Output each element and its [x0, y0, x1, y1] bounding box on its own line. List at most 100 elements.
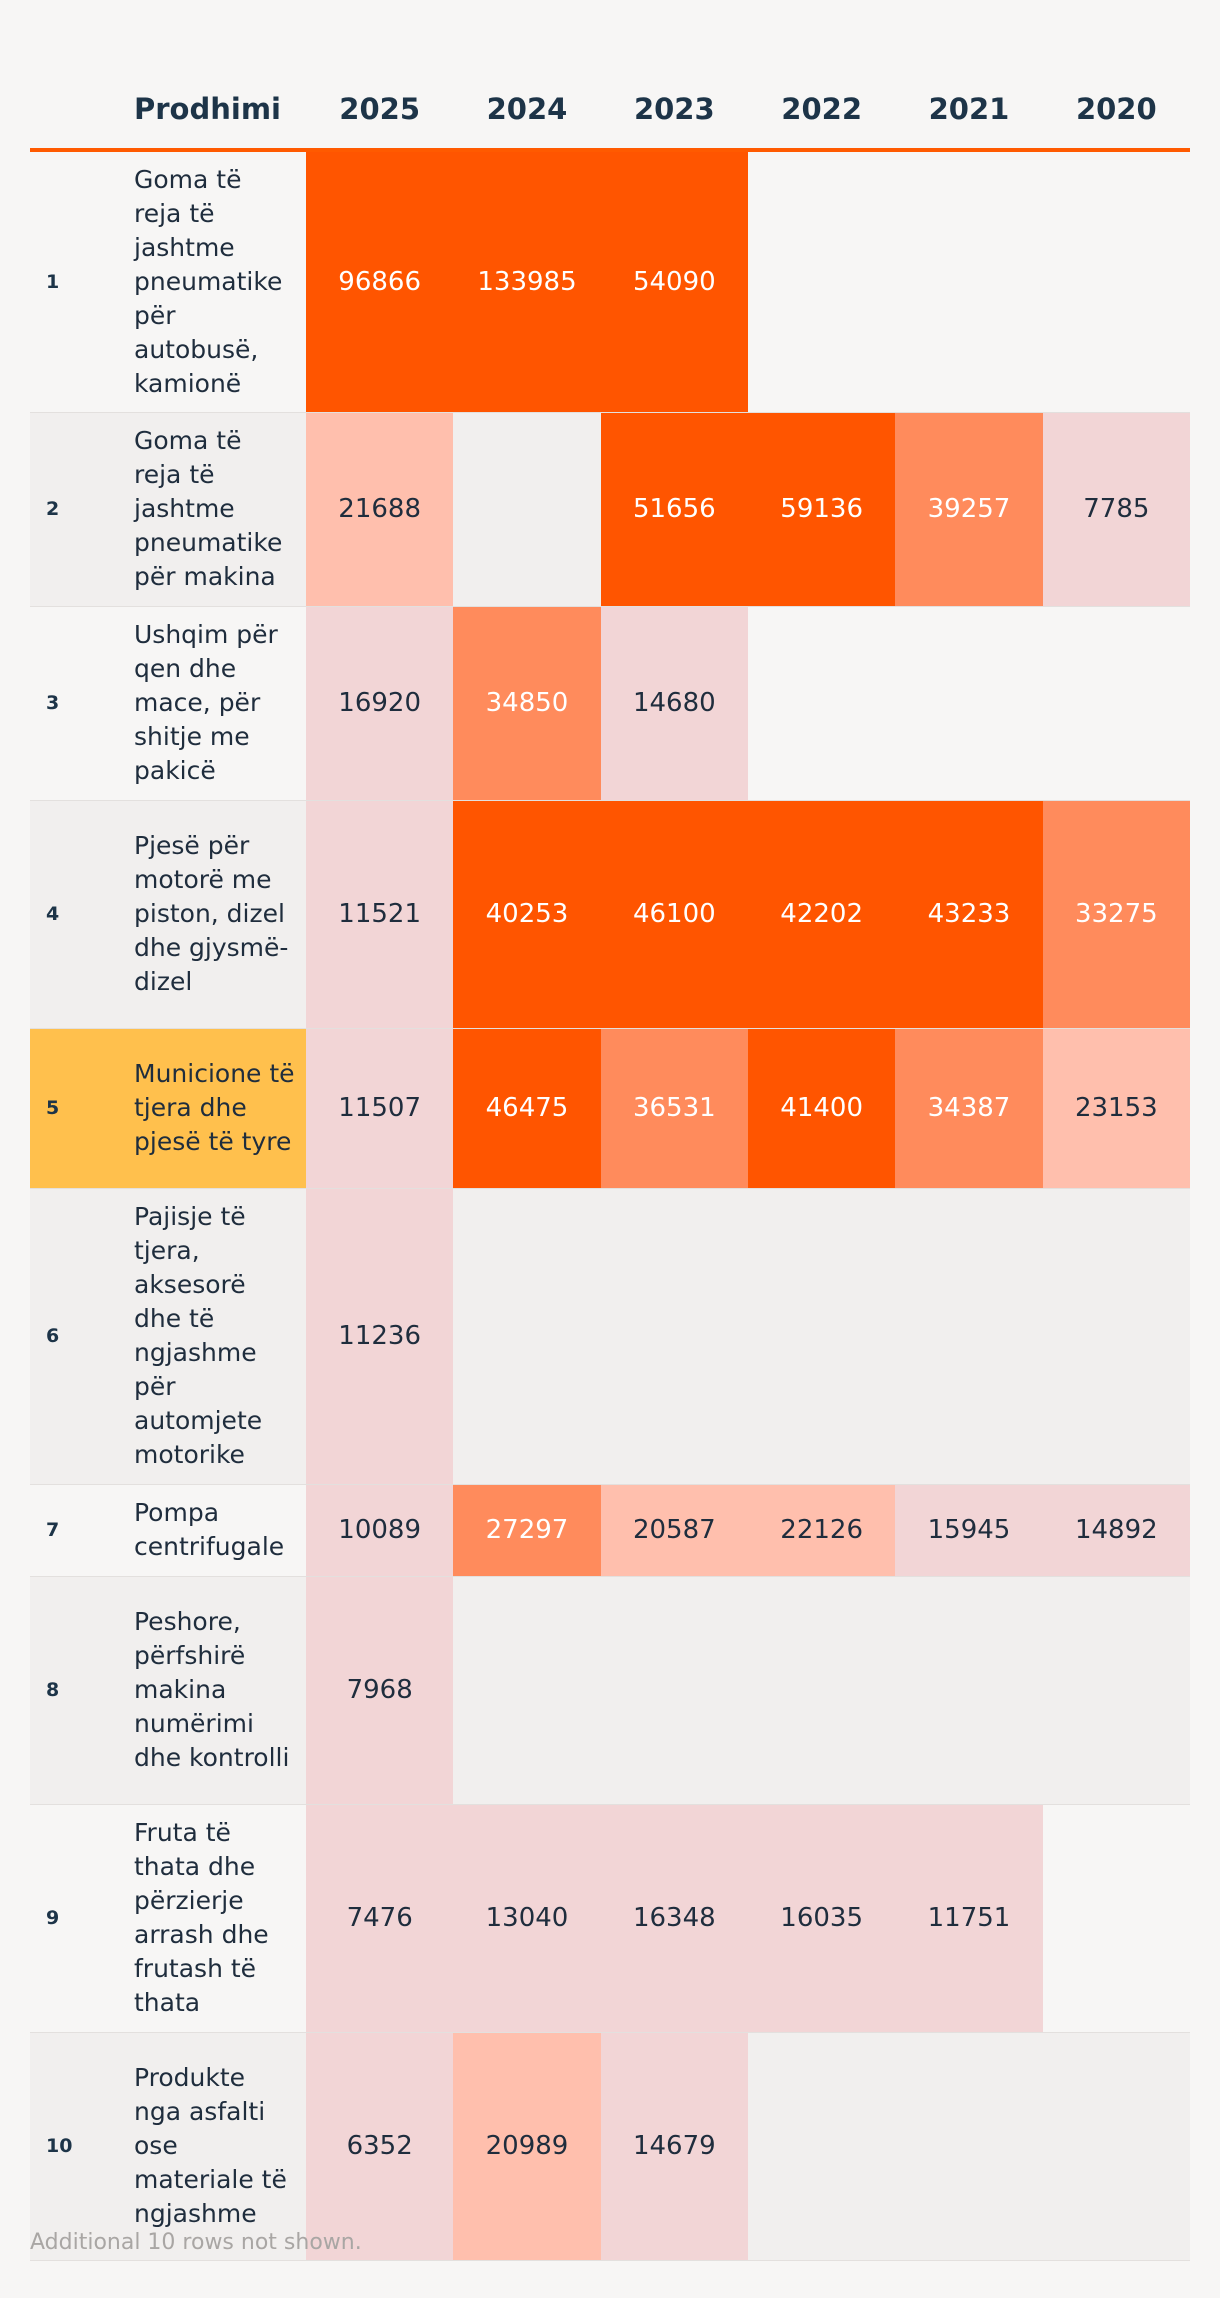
value-cell-2023: 16348	[600, 1804, 748, 2033]
table-body: 1 Goma të reja të jashtme pneumatike për …	[30, 150, 1190, 2261]
table-row[interactable]: 3 Ushqim për qen dhe mace, për shitje me …	[30, 606, 1190, 801]
row-product-name: Produkte nga asfalti ose materiale të ng…	[134, 2032, 306, 2261]
value-cell-2025: 11236	[306, 1188, 454, 1485]
value-cell-2020	[1042, 1188, 1190, 1485]
header-product[interactable]: Prodhimi	[134, 0, 306, 152]
value-cell-2023: 36531	[600, 1028, 748, 1189]
row-rank: 2	[30, 412, 134, 607]
table-row[interactable]: 2 Goma të reja të jashtme pneumatike për …	[30, 412, 1190, 607]
value-cell-2024	[453, 1576, 601, 1805]
value-cell-2024: 133985	[453, 150, 601, 413]
value-cell-2025: 7968	[306, 1576, 454, 1805]
row-rank: 7	[30, 1484, 134, 1577]
value-cell-2022: 22126	[747, 1484, 896, 1577]
value-cell-2024: 20989	[453, 2032, 601, 2261]
value-cell-2023: 46100	[600, 800, 748, 1029]
value-cell-2020: 23153	[1042, 1028, 1190, 1189]
header-rank[interactable]	[30, 0, 134, 152]
value-cell-2025: 96866	[306, 150, 454, 413]
value-cell-2023: 14679	[600, 2032, 748, 2261]
value-cell-2023: 20587	[600, 1484, 748, 1577]
row-rank: 10	[30, 2032, 134, 2261]
table-row[interactable]: 4 Pjesë për motorë me piston, dizel dhe g…	[30, 800, 1190, 1029]
value-cell-2020	[1042, 2032, 1190, 2261]
value-cell-2020: 14892	[1042, 1484, 1190, 1577]
value-cell-2024: 46475	[453, 1028, 601, 1189]
value-cell-2021: 34387	[895, 1028, 1043, 1189]
row-product-name: Pajisje të tjera, aksesorë dhe të ngjash…	[134, 1188, 306, 1485]
value-cell-2022	[747, 606, 896, 801]
header-year-2024[interactable]: 2024	[453, 0, 601, 152]
value-cell-2020	[1042, 1576, 1190, 1805]
value-cell-2022	[747, 150, 896, 413]
row-rank: 5	[30, 1028, 134, 1189]
value-cell-2025: 11521	[306, 800, 454, 1029]
value-cell-2021	[895, 1576, 1043, 1805]
value-cell-2023	[600, 1188, 748, 1485]
value-cell-2023	[600, 1576, 748, 1805]
row-rank: 4	[30, 800, 134, 1029]
value-cell-2025: 7476	[306, 1804, 454, 2033]
value-cell-2025: 11507	[306, 1028, 454, 1189]
header-year-2021[interactable]: 2021	[895, 0, 1043, 152]
row-product-name: Municione të tjera dhe pjesë të tyre	[134, 1028, 306, 1189]
table-row[interactable]: 7 Pompa centrifugale 10089 27297 20587 22126 1…	[30, 1484, 1190, 1577]
table-row[interactable]: 9 Fruta të thata dhe përzierje arrash dhe…	[30, 1804, 1190, 2033]
row-product-name: Peshore, përfshirë makina numërimi dhe k…	[134, 1576, 306, 1805]
value-cell-2024	[453, 1188, 601, 1485]
value-cell-2023: 14680	[600, 606, 748, 801]
row-product-name: Fruta të thata dhe përzierje arrash dhe …	[134, 1804, 306, 2033]
value-cell-2020	[1042, 606, 1190, 801]
value-cell-2020	[1042, 150, 1190, 413]
row-rank: 6	[30, 1188, 134, 1485]
value-cell-2021: 39257	[895, 412, 1043, 607]
value-cell-2022	[747, 1188, 896, 1485]
value-cell-2023: 51656	[600, 412, 748, 607]
value-cell-2021: 43233	[895, 800, 1043, 1029]
value-cell-2022: 42202	[747, 800, 896, 1029]
value-cell-2022	[747, 2032, 896, 2261]
row-rank: 1	[30, 150, 134, 413]
row-product-name: Pompa centrifugale	[134, 1484, 306, 1577]
value-cell-2022: 59136	[747, 412, 896, 607]
value-cell-2021	[895, 1188, 1043, 1485]
table-row[interactable]: 6 Pajisje të tjera, aksesorë dhe të ngjas…	[30, 1188, 1190, 1485]
row-rank: 8	[30, 1576, 134, 1805]
value-cell-2025: 21688	[306, 412, 454, 607]
header-row: Prodhimi 2025 2024 2023 2022 2021 2020	[30, 0, 1190, 152]
table-row[interactable]: 10 Produkte nga asfalti ose materiale të …	[30, 2032, 1190, 2261]
header-year-2020[interactable]: 2020	[1042, 0, 1190, 152]
header-year-2025[interactable]: 2025	[306, 0, 454, 152]
table-row[interactable]: 1 Goma të reja të jashtme pneumatike për …	[30, 150, 1190, 413]
row-product-name: Goma të reja të jashtme pneumatike për m…	[134, 412, 306, 607]
value-cell-2024: 34850	[453, 606, 601, 801]
value-cell-2025: 6352	[306, 2032, 454, 2261]
value-cell-2020: 33275	[1042, 800, 1190, 1029]
header-year-2023[interactable]: 2023	[600, 0, 748, 152]
value-cell-2021	[895, 2032, 1043, 2261]
value-cell-2025: 10089	[306, 1484, 454, 1577]
row-rank: 3	[30, 606, 134, 801]
value-cell-2025: 16920	[306, 606, 454, 801]
value-cell-2022: 41400	[747, 1028, 896, 1189]
row-product-name: Goma të reja të jashtme pneumatike për a…	[134, 150, 306, 413]
value-cell-2021: 11751	[895, 1804, 1043, 2033]
value-cell-2024: 27297	[453, 1484, 601, 1577]
production-table: Prodhimi 2025 2024 2023 2022 2021 2020 1…	[30, 0, 1190, 2261]
row-product-name: Pjesë për motorë me piston, dizel dhe gj…	[134, 800, 306, 1029]
table-row[interactable]: 5 Municione të tjera dhe pjesë të tyre 115…	[30, 1028, 1190, 1189]
value-cell-2021: 15945	[895, 1484, 1043, 1577]
value-cell-2024: 40253	[453, 800, 601, 1029]
value-cell-2022: 16035	[747, 1804, 896, 2033]
row-rank: 9	[30, 1804, 134, 2033]
value-cell-2020: 7785	[1042, 412, 1190, 607]
footnote: Additional 10 rows not shown.	[30, 2230, 362, 2255]
header-year-2022[interactable]: 2022	[747, 0, 896, 152]
value-cell-2021	[895, 150, 1043, 413]
table-container: Prodhimi 2025 2024 2023 2022 2021 2020 1…	[30, 0, 1190, 2261]
row-product-name: Ushqim për qen dhe mace, për shitje me p…	[134, 606, 306, 801]
value-cell-2024	[453, 412, 601, 607]
value-cell-2024: 13040	[453, 1804, 601, 2033]
table-row[interactable]: 8 Peshore, përfshirë makina numërimi dhe …	[30, 1576, 1190, 1805]
value-cell-2022	[747, 1576, 896, 1805]
